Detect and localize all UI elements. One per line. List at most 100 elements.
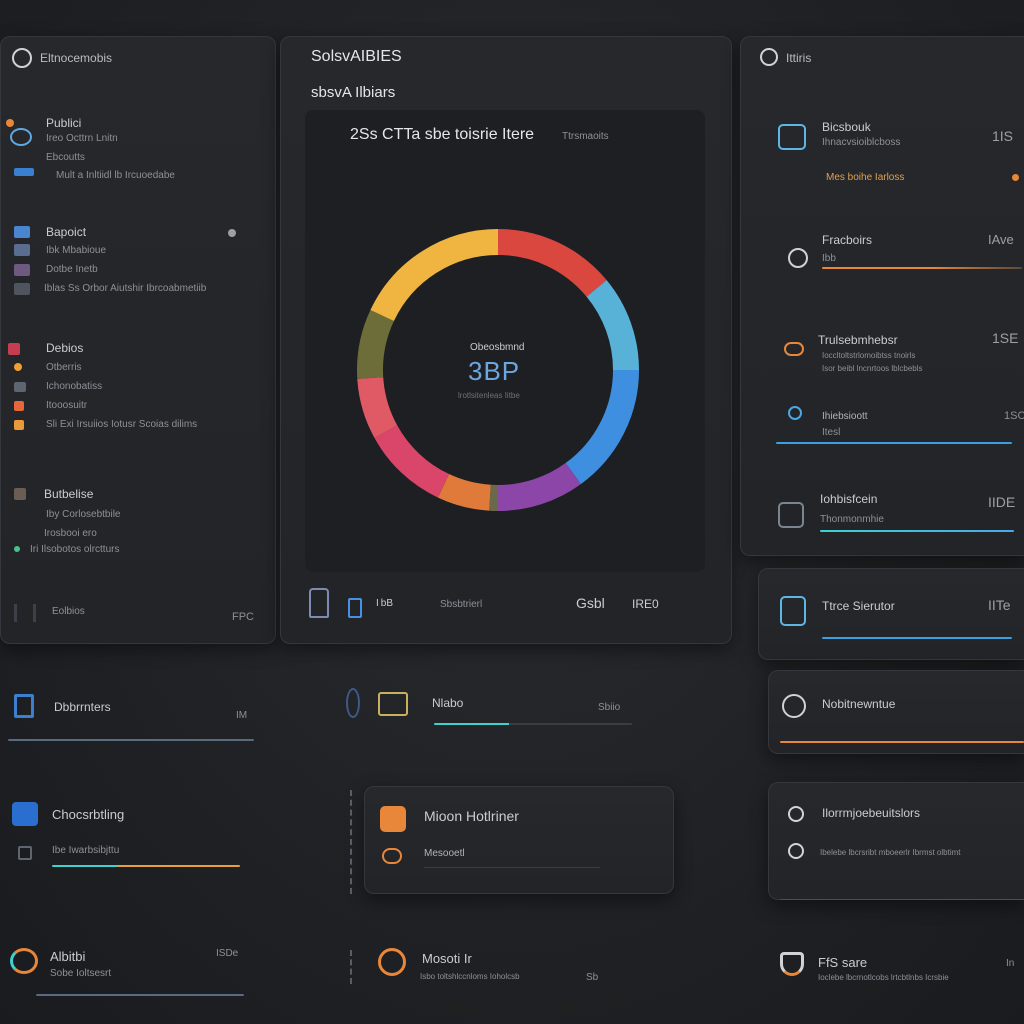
screen-icon: [18, 846, 32, 860]
chart-icon: [14, 382, 26, 392]
monitor-icon: [778, 124, 806, 150]
left-s2-row-0[interactable]: Bapoict: [46, 225, 87, 239]
right-item-7-sub: Ibelebe lbcrsribt mboeerlr Ibrmst olbtim…: [820, 848, 961, 857]
tablet-icon: [778, 502, 804, 528]
item-3-progress: [776, 442, 1012, 444]
left-s4-row-1[interactable]: Iby Corlosebtbile: [46, 509, 121, 520]
grid-icon: [378, 692, 408, 716]
green-dot-icon: [14, 546, 20, 552]
gear-icon: [228, 229, 236, 237]
right-item-0-sub: Ihnacvsioiblcboss: [822, 137, 901, 148]
calendar-icon: [346, 688, 360, 718]
shield-icon: [788, 406, 802, 420]
b7-title[interactable]: FfS sare: [818, 955, 868, 970]
right-item-1-title[interactable]: Fracboirs: [822, 233, 873, 247]
right-item-1-sub: Ibb: [822, 253, 836, 264]
right-item-3-title[interactable]: Ihiebsioott: [822, 411, 868, 422]
b3-progress: [52, 865, 240, 867]
right-item-2-meta: Isor beibl lncnrtoos lblcbebls: [822, 364, 923, 373]
radio-icon[interactable]: [788, 806, 804, 822]
left-s2-row-3[interactable]: Iblas Ss Orbor Aiutshir Ibrcoabmetiib: [44, 283, 207, 294]
center-footer-d: IRE0: [632, 597, 659, 611]
right-item-2-title[interactable]: Trulsebmhebsr: [818, 333, 898, 347]
center-title: SolsvAIBIES: [311, 48, 402, 65]
file-icon: [14, 283, 30, 295]
red-square-icon: [8, 343, 20, 355]
b5-title[interactable]: Albitbi: [50, 949, 86, 964]
right-item-7-title[interactable]: Ilorrmjoebeuitslors: [822, 806, 921, 820]
download-icon[interactable]: [348, 598, 362, 618]
item-5-progress: [822, 637, 1012, 639]
left-s4-row-0[interactable]: Butbelise: [44, 487, 94, 501]
orange-dot-icon-2: [14, 363, 22, 371]
left-s1-row-2[interactable]: Ebcoutts: [46, 152, 85, 163]
b2-title[interactable]: Nlabo: [432, 696, 464, 710]
donut-segment-1[interactable]: [586, 280, 639, 371]
ruler-icon: [350, 790, 360, 894]
right-item-0-value: 1IS: [992, 128, 1014, 144]
left-s3-row-1[interactable]: Otberris: [46, 362, 82, 373]
b3-sub: Ibe Iwarbsibjttu: [52, 845, 120, 856]
cloud-icon: [10, 948, 38, 974]
right-card-6: [768, 670, 1024, 754]
right-item-0-meta: Mes boihe Iarloss: [826, 172, 905, 183]
left-s4-row-3[interactable]: Iri Ilsobotos olrctturs: [30, 544, 120, 555]
right-card-5: [758, 568, 1024, 660]
dial-icon: [788, 248, 808, 268]
b4-sub: Mesooetl: [424, 848, 465, 859]
blue-square-icon: [14, 226, 30, 238]
tag-icon: [14, 420, 24, 430]
donut-segment-6[interactable]: [374, 425, 450, 498]
warning-icon: [14, 401, 24, 411]
stack-icon[interactable]: [309, 588, 329, 618]
b7-sub: Ioclebe lbcrnotlcobs lrtcbtlnbs Icrsbie: [818, 973, 949, 982]
b4-card: [364, 786, 674, 894]
left-s3-row-2[interactable]: Ichonobatiss: [46, 381, 103, 392]
b1-title[interactable]: Dbbrrnters: [54, 700, 111, 714]
right-item-4-title[interactable]: Iohbisfcein: [820, 492, 878, 506]
donut-segment-7[interactable]: [357, 376, 398, 438]
left-s2-row-1[interactable]: Ibk Mbabioue: [46, 245, 107, 256]
right-item-5-title[interactable]: Ttrce Sierutor: [822, 599, 895, 613]
document-icon: [780, 596, 806, 626]
radio-icon-2[interactable]: [788, 843, 804, 859]
donut-segment-5[interactable]: [437, 473, 492, 511]
b1-value: IM: [236, 710, 248, 721]
right-item-2-value: 1SE: [992, 330, 1019, 346]
left-s3-row-0[interactable]: Debios: [46, 341, 84, 355]
center-footer-b[interactable]: Sbsbtrierl: [440, 599, 483, 610]
left-s3-row-3[interactable]: Itooosuitr: [46, 400, 88, 411]
left-s4-row-2[interactable]: Irosbooi ero: [44, 528, 97, 539]
donut-segment-3[interactable]: [497, 462, 581, 511]
left-s1-row-1[interactable]: Ireo Octtrn Lnitn: [46, 133, 118, 144]
left-panel-header: Eltnocemobis: [40, 51, 113, 65]
image-icon: [14, 244, 30, 256]
left-footer-left[interactable]: Eolbios: [52, 606, 85, 617]
b5-sub: Sobe Ioltsesrt: [50, 968, 112, 979]
donut-caption: lrotlsitenleas Iitbe: [458, 391, 520, 400]
item-4-progress: [820, 530, 1014, 532]
right-item-6-title[interactable]: Nobitnewntue: [822, 697, 896, 711]
left-s1-row-3[interactable]: Mult a Inltiidl lb Ircuoedabe: [56, 170, 175, 181]
donut-segment-2[interactable]: [565, 369, 639, 485]
left-s2-row-2[interactable]: Dotbe Inetb: [46, 264, 98, 275]
right-item-4-value: IIDE: [988, 494, 1016, 510]
donut-segment-9[interactable]: [370, 229, 499, 322]
b6-title[interactable]: Mosoti Ir: [422, 951, 472, 966]
item-6-progress: [780, 741, 1024, 743]
b6-value: Sb: [586, 972, 599, 983]
right-item-0-title[interactable]: Bicsbouk: [822, 120, 871, 134]
donut-segment-0[interactable]: [497, 229, 607, 297]
hand-icon: [382, 848, 402, 864]
right-panel: [740, 36, 1024, 556]
b3-title[interactable]: Chocsrbtling: [52, 807, 125, 822]
orange-indicator-icon: [1012, 174, 1019, 181]
right-card-7: [768, 782, 1024, 900]
center-footer-c: Gsbl: [576, 595, 605, 611]
donut-segment-8[interactable]: [357, 309, 395, 379]
b4-title[interactable]: Mioon Hotlriner: [424, 808, 519, 824]
b6-sub: Isbo toltshlccnloms Ioholcsb: [420, 972, 520, 981]
bag-icon: [380, 806, 406, 832]
left-s1-row-0[interactable]: Publici: [46, 116, 82, 130]
left-s3-row-4[interactable]: Sli Exi Irsuiios Iotusr Scoias dilims: [46, 419, 198, 430]
